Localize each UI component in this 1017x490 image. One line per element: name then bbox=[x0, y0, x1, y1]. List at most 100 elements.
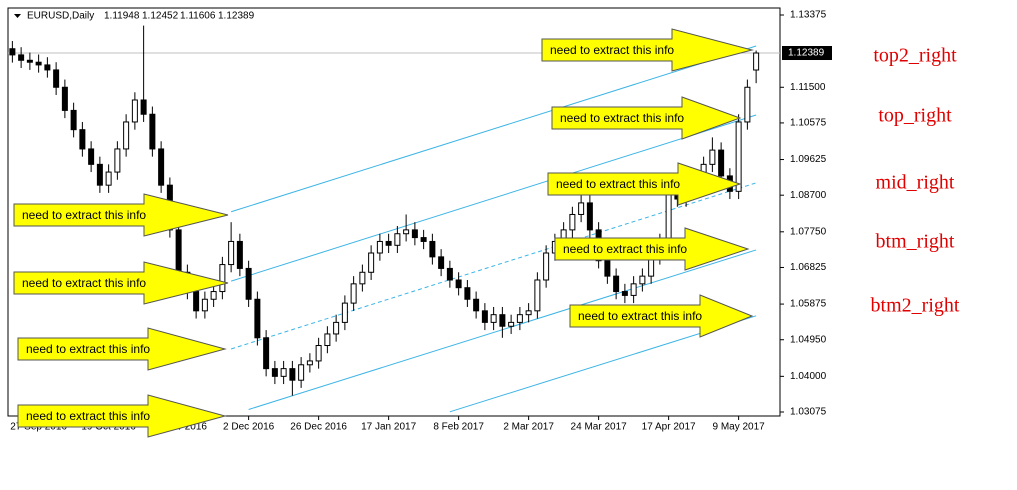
candle-body bbox=[525, 310, 532, 316]
candle-body bbox=[298, 364, 305, 381]
candle-body bbox=[333, 321, 340, 335]
side-label: top_right bbox=[878, 105, 952, 127]
y-tick-label: 1.13375 bbox=[790, 10, 827, 21]
candle-body bbox=[516, 314, 523, 323]
y-tick-label: 1.05875 bbox=[790, 299, 827, 310]
ohlc-low: 1.11606 bbox=[180, 11, 216, 22]
candle-body bbox=[569, 213, 576, 231]
candle-body bbox=[429, 240, 436, 258]
candle-body bbox=[403, 229, 410, 235]
candle-body bbox=[586, 202, 593, 231]
price-label: 1.12389 bbox=[788, 48, 825, 59]
arrow bbox=[13, 193, 229, 237]
candle-body bbox=[499, 314, 506, 327]
candle-body bbox=[254, 298, 261, 339]
arrow-text: need to extract this info bbox=[26, 409, 150, 423]
x-tick-label: 17 Jan 2017 bbox=[361, 422, 416, 433]
y-tick-label: 1.10575 bbox=[790, 118, 827, 129]
candle-body bbox=[61, 86, 68, 111]
arrow bbox=[547, 162, 742, 206]
candle-body bbox=[604, 260, 611, 277]
ohlc-close: 1.12389 bbox=[218, 11, 255, 22]
side-label: btm2_right bbox=[871, 295, 960, 317]
candle-body bbox=[490, 314, 497, 323]
candle-body bbox=[9, 48, 16, 56]
y-tick-label: 1.08700 bbox=[790, 190, 827, 201]
x-tick-label: 26 Dec 2016 bbox=[290, 422, 347, 433]
arrow bbox=[17, 394, 227, 438]
side-label: btm_right bbox=[876, 231, 955, 253]
candle-body bbox=[201, 298, 208, 312]
candle-body bbox=[140, 99, 147, 115]
arrow-text: need to extract this info bbox=[550, 43, 674, 57]
candle-body bbox=[114, 148, 121, 173]
header: EURUSD,Daily 1.11948 1.12452 1.11606 1.1… bbox=[14, 11, 255, 22]
candle-body bbox=[385, 240, 392, 246]
candle-body bbox=[621, 291, 628, 296]
candle-body bbox=[324, 333, 331, 347]
candle-body bbox=[753, 52, 760, 71]
candle-body bbox=[368, 252, 375, 273]
candle-body bbox=[578, 202, 585, 215]
arrow-text: need to extract this info bbox=[578, 309, 702, 323]
candle-body bbox=[341, 302, 348, 323]
candle-body bbox=[350, 283, 357, 304]
candle-body bbox=[175, 229, 182, 273]
candle-body bbox=[228, 240, 235, 266]
y-tick-label: 1.07750 bbox=[790, 226, 827, 237]
price-label-box bbox=[782, 46, 832, 61]
candle-body bbox=[455, 279, 462, 289]
candle-body bbox=[665, 190, 672, 242]
symbol: EURUSD,Daily bbox=[27, 11, 94, 22]
y-tick-label: 1.06825 bbox=[790, 262, 827, 273]
candle-body bbox=[394, 233, 401, 246]
candle-body bbox=[744, 86, 751, 123]
channel-line bbox=[230, 114, 757, 282]
candle-body bbox=[446, 267, 453, 281]
candle-body bbox=[210, 291, 217, 300]
arrow bbox=[569, 294, 754, 338]
candle-body bbox=[131, 99, 138, 123]
candle-body bbox=[534, 279, 541, 312]
arrow bbox=[551, 96, 742, 140]
candle-body bbox=[718, 149, 725, 177]
arrow bbox=[541, 28, 754, 72]
candle-body bbox=[193, 291, 200, 312]
candle-body bbox=[630, 283, 637, 296]
candle-body bbox=[263, 337, 270, 370]
arrow-text: need to extract this info bbox=[556, 177, 680, 191]
candle-body bbox=[53, 69, 60, 88]
candle-body bbox=[420, 237, 427, 242]
y-tick-label: 1.04950 bbox=[790, 334, 827, 345]
arrow-text: need to extract this info bbox=[560, 111, 684, 125]
arrow-text: need to extract this info bbox=[26, 342, 150, 356]
y-tick-label: 1.04000 bbox=[790, 371, 827, 382]
candle-body bbox=[123, 121, 130, 150]
side-label: top2_right bbox=[873, 45, 957, 67]
candle-body bbox=[236, 240, 243, 269]
candle-body bbox=[79, 129, 86, 150]
ohlc-open: 1.11948 bbox=[104, 11, 140, 22]
y-tick-label: 1.11500 bbox=[790, 82, 826, 93]
arrow-text: need to extract this info bbox=[22, 208, 146, 222]
y-tick-label: 1.03075 bbox=[790, 407, 827, 418]
y-tick-label: 1.09625 bbox=[790, 154, 827, 165]
candle-body bbox=[735, 121, 742, 192]
candle-body bbox=[271, 368, 278, 377]
candle-body bbox=[709, 149, 716, 165]
candle-body bbox=[35, 61, 42, 66]
candle-body bbox=[18, 54, 25, 61]
x-tick-label: 2 Mar 2017 bbox=[503, 422, 554, 433]
candle-body bbox=[245, 267, 252, 300]
candle-body bbox=[96, 163, 103, 186]
candle-body bbox=[26, 59, 33, 63]
ohlc-high: 1.12452 bbox=[142, 11, 179, 22]
candle-body bbox=[105, 171, 112, 186]
candle-body bbox=[464, 287, 471, 300]
candle-body bbox=[639, 275, 646, 285]
candle-body bbox=[543, 252, 550, 281]
arrow bbox=[17, 327, 227, 371]
arrow bbox=[13, 261, 229, 305]
